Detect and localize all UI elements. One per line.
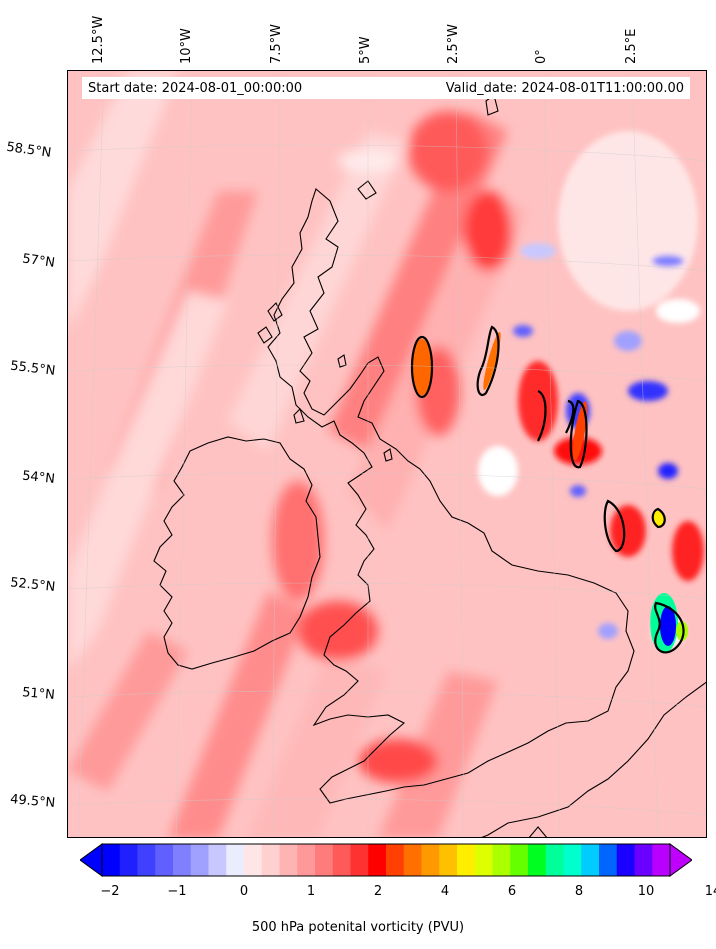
colorbar-tick: 8: [574, 884, 584, 899]
colorbar-cell: [457, 844, 476, 876]
colorbar-tick: −1: [167, 884, 187, 899]
colorbar-cell: [474, 844, 493, 876]
pv-contours: [410, 325, 685, 654]
colorbar-max-arrow: [669, 843, 692, 877]
colorbar-cell: [403, 844, 422, 876]
valid-date-label: Valid_date: 2024-08-01T11:00:00.00: [445, 80, 684, 96]
colorbar-cell: [581, 844, 600, 876]
colorbar-cell: [599, 844, 618, 876]
colorbar-tick: 6: [507, 884, 517, 899]
colorbar-cell: [279, 844, 298, 876]
coastlines: [153, 94, 706, 837]
map-canvas: [68, 71, 706, 837]
colorbar-tick: 1: [306, 884, 316, 899]
lon-label: 5°W: [358, 36, 373, 64]
lat-label: 57°N: [21, 251, 56, 271]
colorbar-cell: [510, 844, 529, 876]
colorbar-cell: [439, 844, 458, 876]
colorbar-cell: [155, 844, 174, 876]
colorbar-cell: [386, 844, 405, 876]
colorbar-cell: [208, 844, 227, 876]
lat-label: 52.5°N: [9, 575, 56, 595]
pv-field-bands: [68, 71, 528, 837]
map-panel: [67, 70, 707, 838]
colorbar-cell: [244, 844, 263, 876]
colorbar-cell: [226, 844, 245, 876]
colorbar-min-arrow: [80, 843, 103, 877]
colorbar-tick: 10: [637, 884, 655, 899]
colorbar-cell: [563, 844, 582, 876]
colorbar-tick: −2: [100, 884, 120, 899]
colorbar-cell: [137, 844, 156, 876]
colorbar-cell: [634, 844, 653, 876]
colorbar-cell: [297, 844, 316, 876]
date-info-box: Start date: 2024-08-01_00:00:00 Valid_da…: [82, 77, 690, 99]
colorbar-cell: [173, 844, 192, 876]
lon-label: 7.5°W: [269, 23, 284, 64]
colorbar-cell: [315, 844, 334, 876]
colorbar-tick: 0: [239, 884, 249, 899]
colorbar-cell: [261, 844, 280, 876]
lat-label: 51°N: [21, 685, 56, 703]
graticule: [68, 71, 706, 837]
colorbar-cell: [350, 844, 369, 876]
lon-label: 0°: [534, 49, 549, 64]
lat-label: 54°N: [21, 468, 56, 487]
colorbar-cell: [528, 844, 547, 876]
colorbar-tick: 2: [373, 884, 383, 899]
lon-label: 10°W: [179, 28, 194, 64]
colorbar-frame: [101, 843, 671, 877]
colorbar-cell: [652, 844, 671, 876]
lon-label: 2.5°E: [624, 28, 639, 64]
colorbar-tick: 14: [704, 884, 716, 899]
colorbar-cell: [616, 844, 635, 876]
lon-label: 12.5°W: [91, 15, 106, 64]
start-date-label: Start date: 2024-08-01_00:00:00: [88, 80, 303, 96]
lat-label: 55.5°N: [9, 358, 57, 379]
colorbar-tick: 4: [440, 884, 450, 899]
colorbar-cell: [102, 844, 121, 876]
colorbar-cell: [190, 844, 209, 876]
lat-label: 58.5°N: [5, 139, 53, 161]
colorbar-cell: [368, 844, 387, 876]
colorbar: [80, 843, 692, 877]
colorbar-label: 500 hPa potenital vorticity (PVU): [251, 920, 465, 935]
colorbar-cell: [332, 844, 351, 876]
colorbar-cell: [545, 844, 564, 876]
lat-label: 49.5°N: [9, 792, 56, 811]
pv-field-eastern-noise: [478, 131, 704, 647]
colorbar-cell: [421, 844, 440, 876]
lon-label: 2.5°W: [446, 23, 461, 64]
colorbar-cell: [492, 844, 511, 876]
colorbar-cell: [119, 844, 138, 876]
